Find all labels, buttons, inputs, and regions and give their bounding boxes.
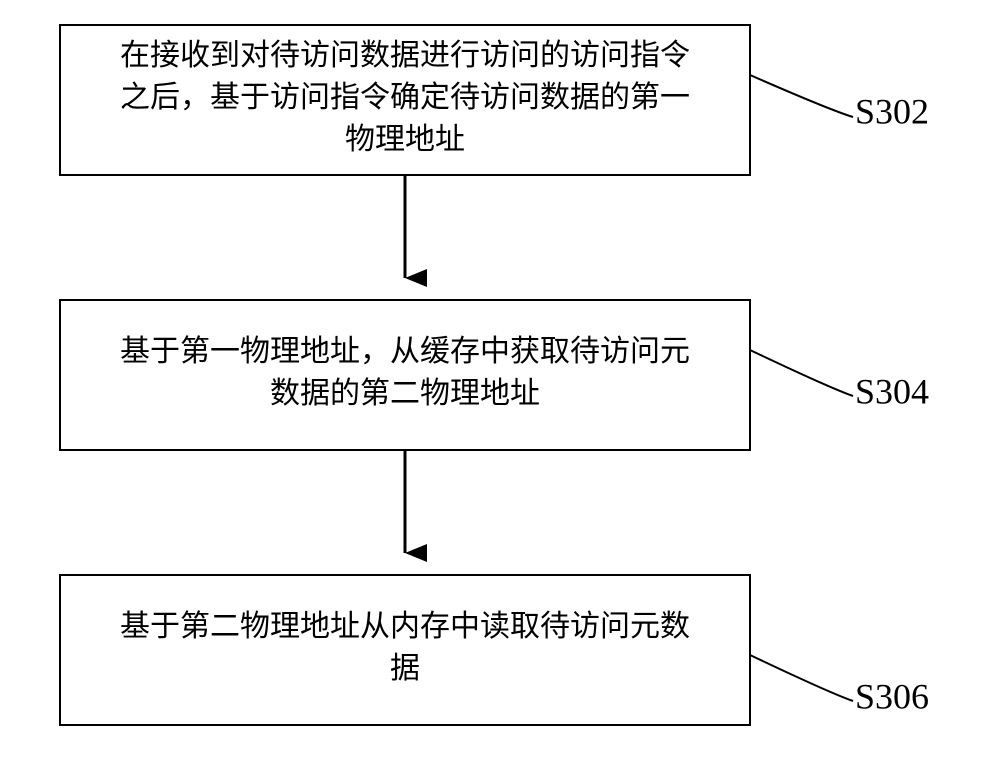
step-text-line: 数据的第二物理地址 [270, 377, 540, 410]
step-text-line: 物理地址 [345, 123, 465, 156]
step-text-line: 据 [390, 652, 420, 685]
step-label: S302 [855, 91, 929, 131]
step-label: S306 [855, 676, 929, 716]
step-box [60, 300, 750, 450]
step-text-line: 基于第一物理地址，从缓存中获取待访问元 [120, 335, 690, 368]
step-text-line: 在接收到对待访问数据进行访问的访问指令 [120, 39, 690, 72]
step-text-line: 之后，基于访问指令确定待访问数据的第一 [120, 81, 690, 114]
step-box [60, 575, 750, 725]
flowchart: 在接收到对待访问数据进行访问的访问指令之后，基于访问指令确定待访问数据的第一物理… [0, 0, 1000, 783]
step-text-line: 基于第二物理地址从内存中读取待访问元数 [120, 610, 690, 643]
step-label: S304 [855, 371, 929, 411]
